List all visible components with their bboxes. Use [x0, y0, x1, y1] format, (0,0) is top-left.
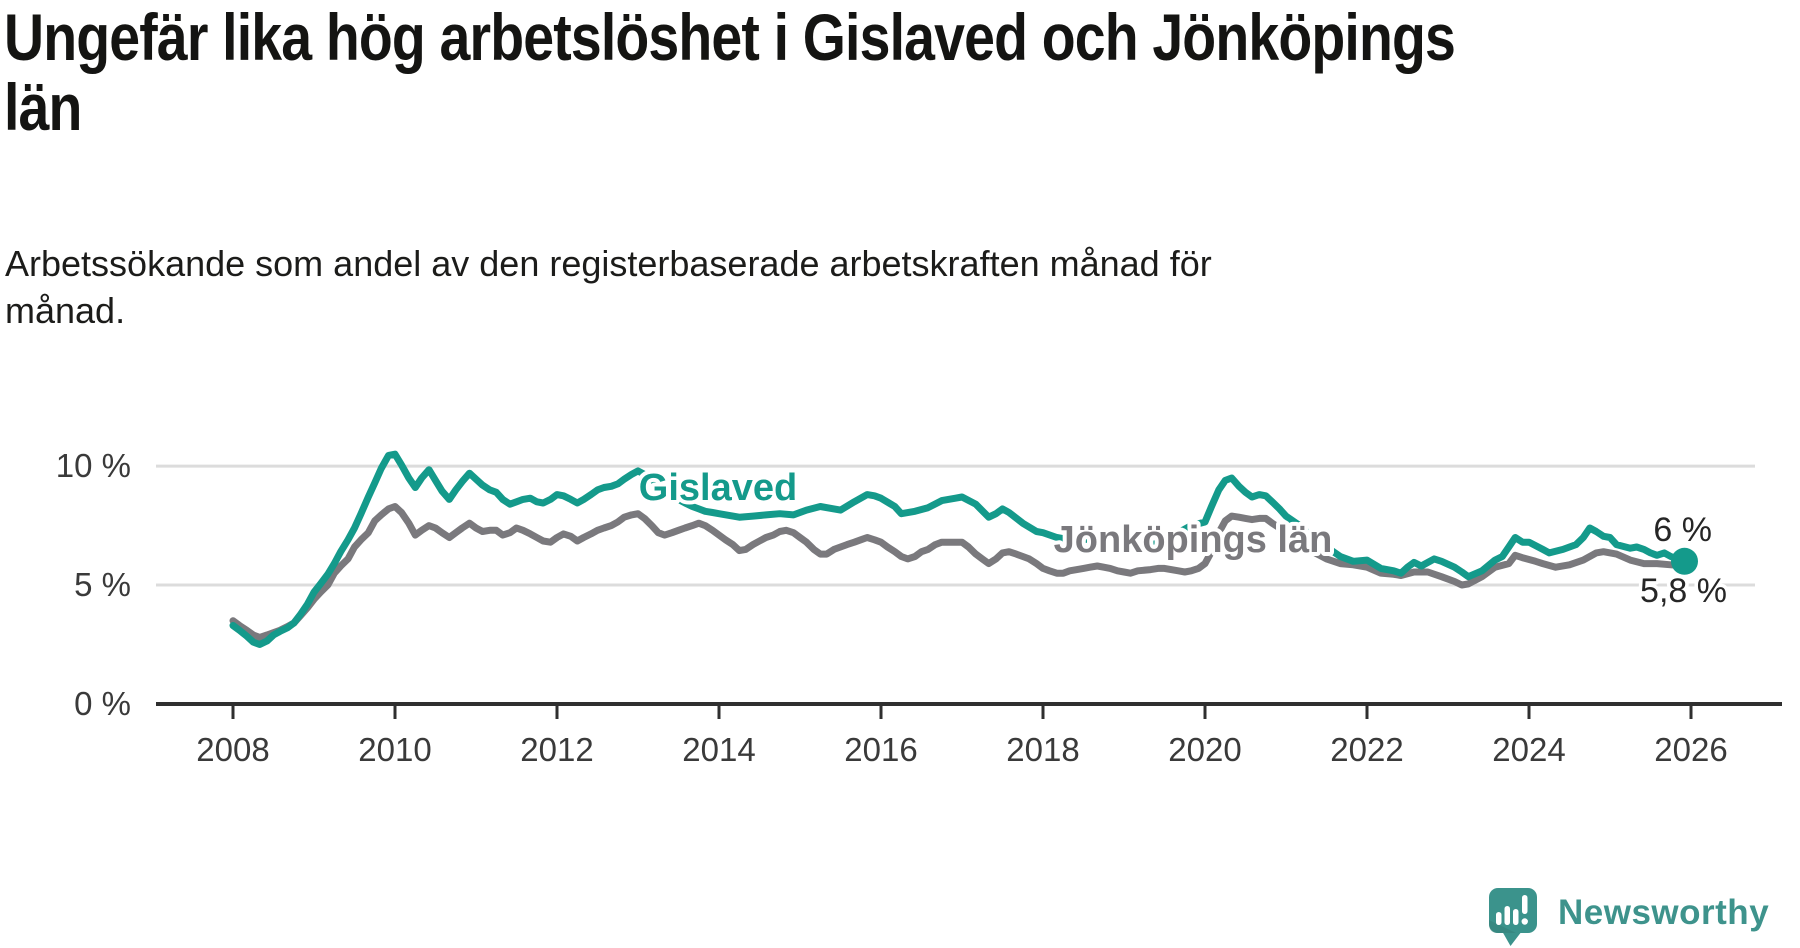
- series-line-jonkopings-lan: [229, 503, 1688, 641]
- x-axis-label: 2016: [844, 731, 917, 768]
- chart-title: Ungefär lika hög arbetslöshet i Gislaved…: [4, 0, 1456, 144]
- x-axis-label: 2022: [1330, 731, 1403, 768]
- series-line-gislaved: [229, 450, 1688, 648]
- x-axis-label: 2020: [1168, 731, 1241, 768]
- gridlines: [156, 464, 1755, 587]
- newsworthy-logo: Newsworthy: [1488, 886, 1769, 948]
- x-axis-label: 2008: [196, 731, 269, 768]
- series-end-dot-gislaved: [1671, 547, 1698, 575]
- y-axis-label: 0 %: [74, 685, 131, 722]
- x-axis-label: 2024: [1492, 731, 1565, 768]
- newsworthy-speech-bubble-chart-icon: [1489, 888, 1537, 946]
- chart-subtitle: Arbetssökande som andel av den registerb…: [5, 243, 1212, 331]
- x-axis-label: 2018: [1006, 731, 1079, 768]
- end-value-label-jonkopings-lan: 5,8 %: [1640, 572, 1727, 610]
- series-label-jonkopings-lan: Jönköpings län: [1054, 519, 1333, 561]
- x-axis-label: 2026: [1654, 731, 1727, 768]
- x-axis-label: 2010: [358, 731, 431, 768]
- brand-name: Newsworthy: [1558, 893, 1770, 932]
- y-axis-label: 5 %: [74, 566, 131, 603]
- y-axis-label: 10 %: [56, 447, 131, 484]
- end-value-label-gislaved: 6 %: [1653, 511, 1712, 549]
- x-axis-label: 2012: [520, 731, 593, 768]
- x-axis-ticks: [231, 704, 1693, 719]
- y-axis-labels: 0 % 5 % 10 %: [56, 447, 131, 722]
- x-axis-labels: 2008 2010 2012 2014 2016 2018 2020 2022 2024 2026: [196, 731, 1727, 768]
- series-label-gislaved: Gislaved: [639, 467, 797, 509]
- x-axis-label: 2014: [682, 731, 755, 768]
